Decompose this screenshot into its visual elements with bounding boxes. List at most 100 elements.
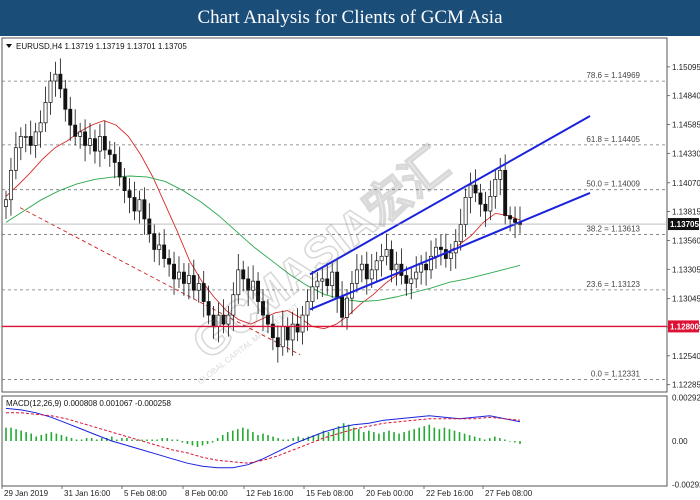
macd-histogram-bar <box>463 433 466 441</box>
trend-channel <box>309 115 591 311</box>
candle-body <box>53 73 58 82</box>
macd-histogram-bar <box>231 430 234 441</box>
macd-histogram-bar <box>15 429 17 441</box>
candle-body <box>181 271 186 284</box>
macd-histogram-bar <box>398 433 400 441</box>
macd-histogram-bar <box>362 432 365 441</box>
time-tick-label: 31 Jan 16:00 <box>64 489 111 498</box>
candle-body <box>409 278 414 284</box>
macd-histogram-bar <box>186 441 189 444</box>
macd-histogram-bar <box>126 438 128 441</box>
fib-level-label: 50.0 = 1.14009 <box>586 180 640 189</box>
candle-body <box>221 314 226 325</box>
fib-level-label: 61.8 = 1.14405 <box>586 135 640 144</box>
candle-body <box>112 154 117 163</box>
candle-body <box>429 255 433 271</box>
candle-body <box>186 275 191 284</box>
macd-histogram-bar <box>156 439 158 441</box>
macd-histogram-bar <box>191 441 194 446</box>
macd-histogram-bar <box>438 429 441 441</box>
macd-histogram-bar <box>35 436 38 441</box>
candle-body <box>196 283 201 291</box>
macd-histogram-bar <box>423 426 426 441</box>
macd-histogram-bar <box>357 429 360 441</box>
candle-body <box>384 249 389 257</box>
candle-body <box>167 258 172 265</box>
macd-histogram-bar <box>85 438 88 441</box>
macd-histogram-bar <box>121 438 123 441</box>
time-tick-label: 12 Feb 16:00 <box>246 489 294 498</box>
candle-body <box>369 269 374 280</box>
macd-line <box>5 407 521 469</box>
candle-body <box>315 280 320 288</box>
time-tick-label: 5 Feb 08:00 <box>124 489 167 498</box>
candle-body <box>88 138 92 146</box>
candle-body <box>310 286 315 302</box>
candle-body <box>201 283 206 302</box>
price-tick-label: 1.14330 <box>672 149 700 158</box>
candle-body <box>83 131 88 146</box>
chevron-down-icon[interactable] <box>6 44 12 48</box>
channel-upper-line <box>309 115 591 276</box>
candle-body <box>285 326 290 341</box>
candle-body <box>404 275 409 284</box>
fib-level-label: 0.0 = 1.12331 <box>591 369 641 378</box>
macd-histogram-bar <box>171 439 174 441</box>
macd-histogram-bar <box>166 438 169 441</box>
macd-histogram-bar <box>40 435 43 441</box>
candle-body <box>335 271 340 298</box>
candle-body <box>58 73 63 90</box>
macd-histogram-bar <box>312 435 315 441</box>
candle-body <box>177 271 181 280</box>
candle-body <box>275 337 280 348</box>
macd-panel-frame <box>1 395 668 487</box>
price-tick-label: 1.14840 <box>672 92 700 101</box>
dashed-trendline <box>19 207 301 356</box>
candle-body <box>43 102 48 124</box>
macd-histogram-bar <box>277 438 279 441</box>
candle-body <box>157 244 162 250</box>
candle-body <box>498 169 503 180</box>
candle-body <box>23 136 28 138</box>
candle-body <box>448 252 453 259</box>
macd-histogram-bar <box>211 441 214 443</box>
time-tick-label: 20 Feb 00:00 <box>366 489 414 498</box>
macd-histogram-bar <box>55 433 58 441</box>
macd-histogram-bar <box>488 438 491 441</box>
candle-body <box>48 80 53 103</box>
candle-body <box>424 263 429 271</box>
candle-body <box>246 278 251 291</box>
candle-body <box>38 122 43 133</box>
macd-histogram-bar <box>347 424 350 441</box>
macd-histogram-bar <box>20 430 22 441</box>
macd-histogram-bar <box>5 427 7 441</box>
macd-histogram-bar <box>201 441 204 446</box>
time-tick-label: 8 Feb 00:00 <box>185 489 228 498</box>
candle-body <box>107 149 112 155</box>
macd-histogram-bar <box>237 429 239 441</box>
macd-histogram-bar <box>317 433 320 441</box>
macd-histogram-bar <box>473 436 476 441</box>
macd-histogram-bar <box>453 430 456 441</box>
macd-histogram-bar <box>458 432 461 441</box>
macd-histogram-bar <box>141 439 143 441</box>
candle-body <box>320 278 325 282</box>
macd-histogram-bar <box>499 438 501 441</box>
macd-histogram-bar <box>242 427 244 441</box>
candle-body <box>438 246 443 250</box>
candle-body <box>414 271 419 280</box>
candle-body <box>345 297 349 318</box>
macd-histogram-bar <box>272 436 274 441</box>
candle-body <box>127 190 132 198</box>
price-tick-label: 1.13815 <box>672 208 700 217</box>
fib-level-label: 78.6 = 1.14969 <box>586 71 640 80</box>
candle-body <box>513 218 518 223</box>
macd-histogram-bar <box>342 423 345 441</box>
panel-frames <box>1 37 668 487</box>
price-tick-label: 1.14585 <box>672 121 700 130</box>
macd-histogram-bar <box>247 429 249 441</box>
candle-body <box>97 136 102 152</box>
macd-histogram-bar <box>196 441 199 447</box>
macd-histogram-bar <box>514 441 516 443</box>
macd-histogram-bar <box>90 438 93 441</box>
